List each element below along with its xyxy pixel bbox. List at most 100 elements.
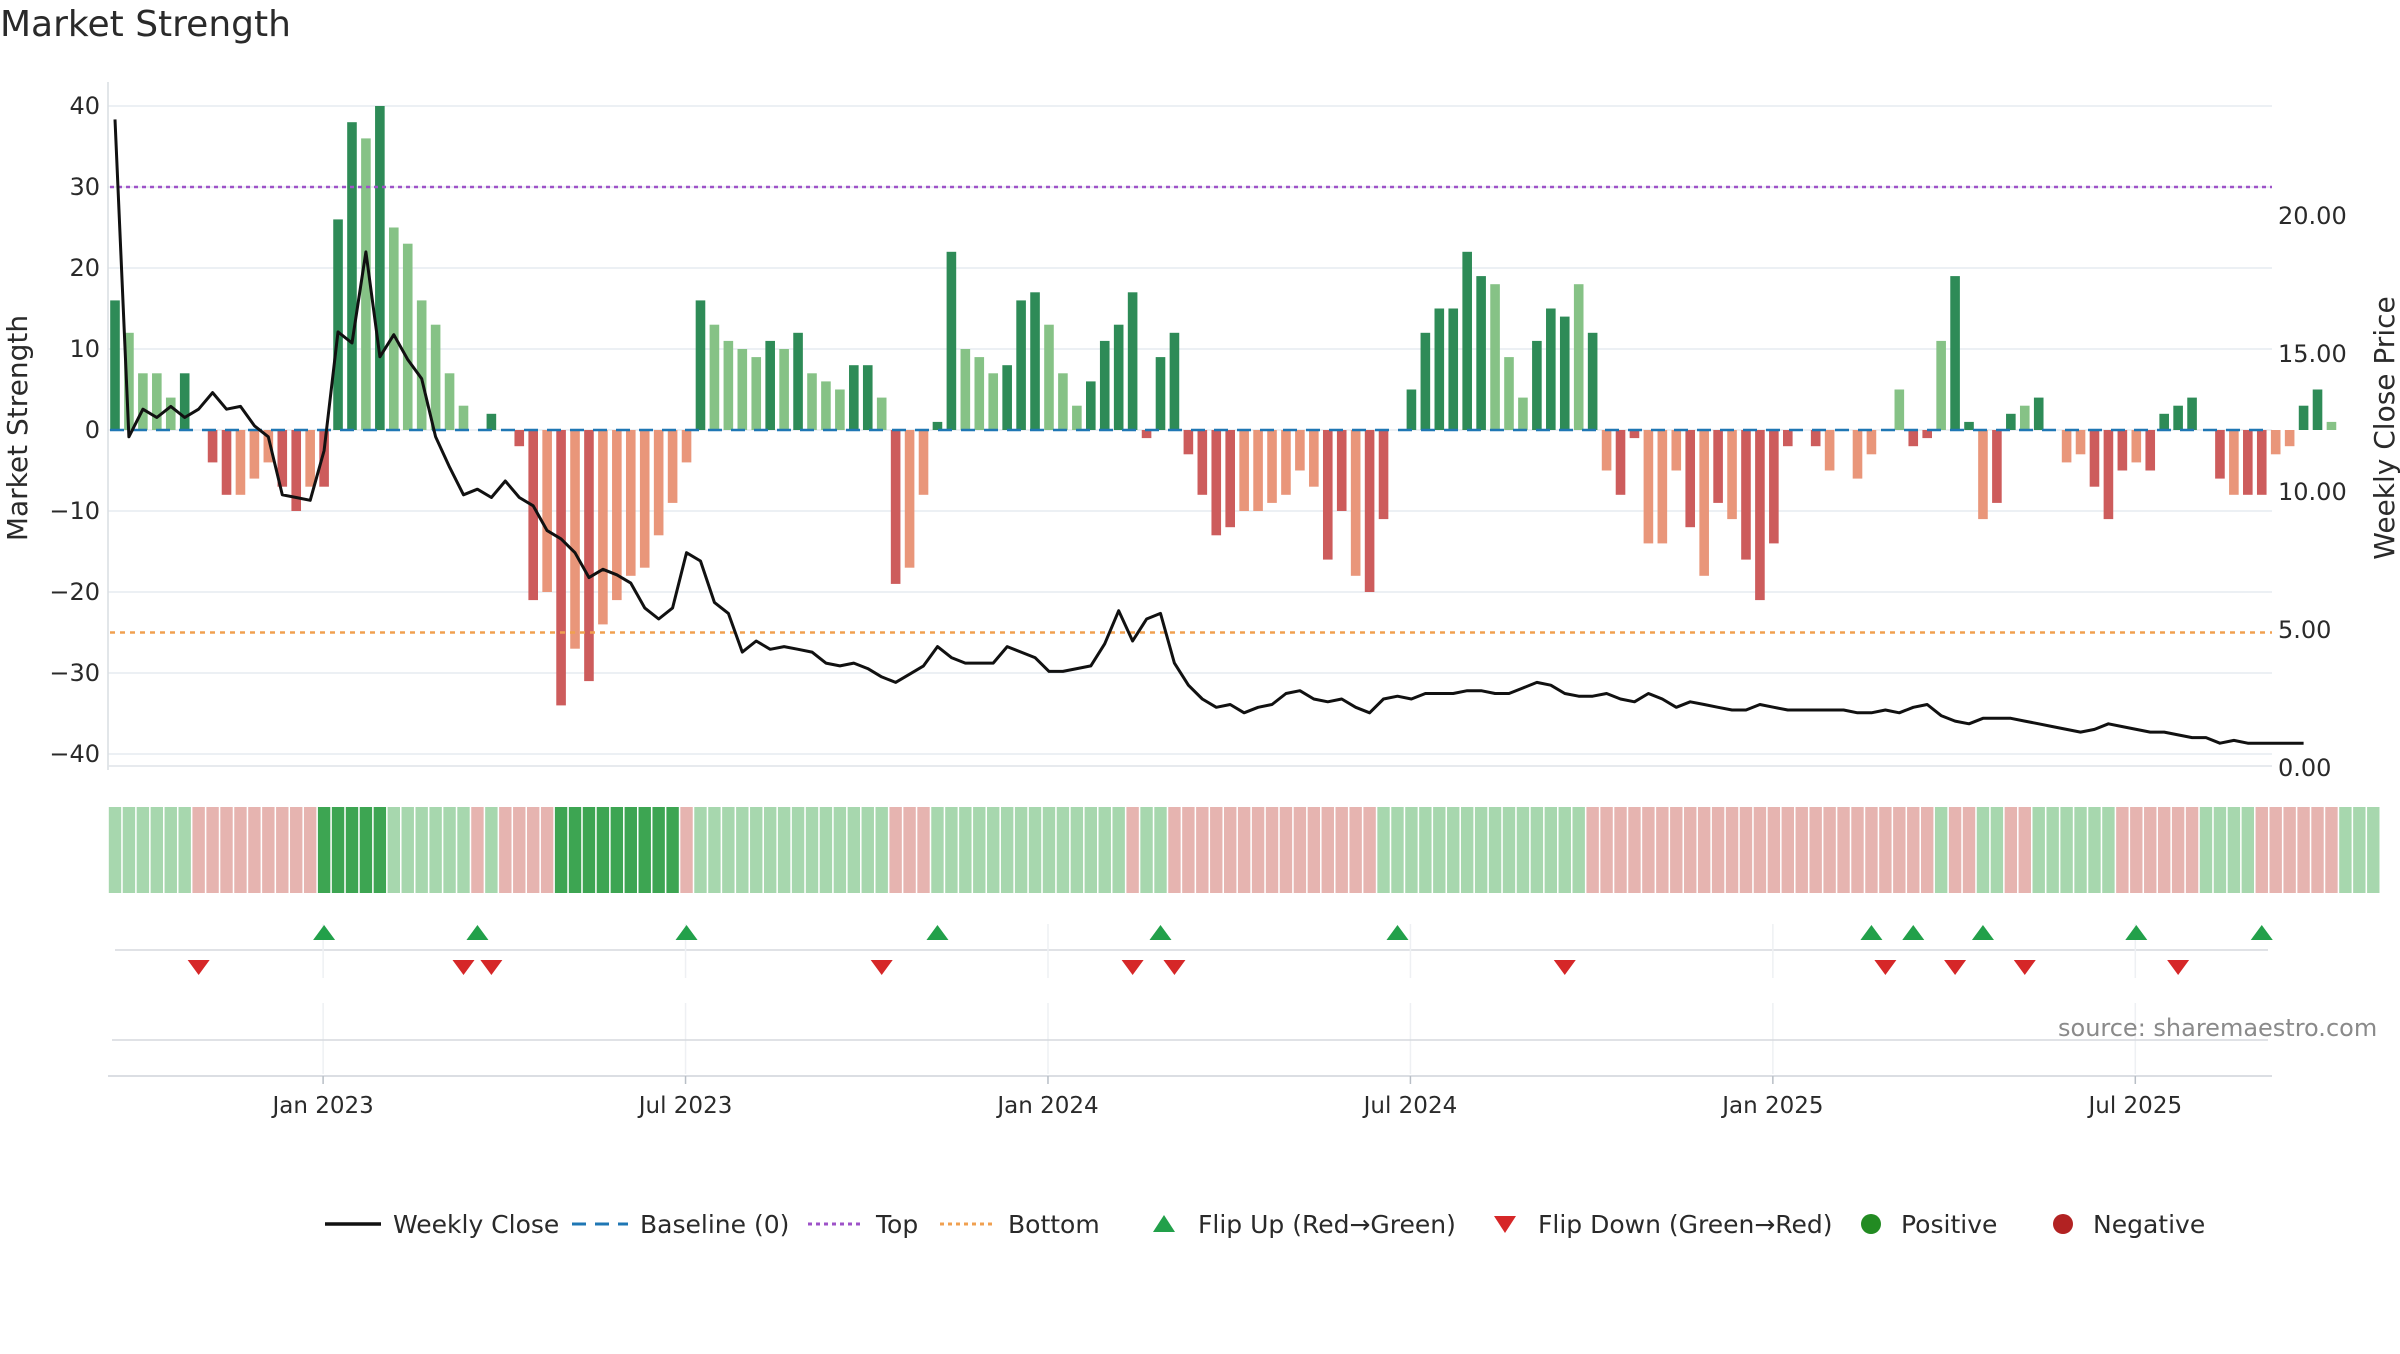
strength-bar <box>1197 430 1208 495</box>
regime-strip-cell <box>2157 807 2171 893</box>
y-tick-label-right: 5.00 <box>2278 616 2331 644</box>
regime-strip-cell <box>2060 807 2073 893</box>
y-tick-label-left: −20 <box>49 578 100 606</box>
strength-bar <box>1559 316 1570 430</box>
flip-down-marker <box>187 960 210 975</box>
strength-bar <box>430 324 441 430</box>
strength-bar <box>932 421 943 430</box>
flip-down-marker <box>2167 960 2190 975</box>
regime-strip-cell <box>1572 807 1585 893</box>
regime-strip-cell <box>457 807 470 893</box>
strength-bar <box>2173 405 2183 430</box>
regime-strip-cell <box>471 807 484 893</box>
legend-item: Top <box>808 1210 918 1239</box>
strength-bar <box>612 430 622 601</box>
legend-label: Negative <box>2093 1210 2205 1239</box>
strength-bar <box>1964 421 1974 430</box>
regime-strip-cell <box>1921 807 1934 893</box>
strength-bar <box>249 430 260 479</box>
regime-strip-cell <box>931 807 944 893</box>
legend-item: Weekly Close <box>325 1210 559 1239</box>
strength-bar <box>2229 430 2239 495</box>
flip-up-marker <box>313 925 336 940</box>
flip-up-marker <box>1149 925 1172 940</box>
regime-strip-cell <box>1056 807 1070 893</box>
regime-strip-cell <box>722 807 735 893</box>
strength-bar <box>1336 430 1347 511</box>
strength-bar <box>291 430 302 511</box>
y-tick-label-left: 0 <box>85 416 100 444</box>
regime-strip-cell <box>1600 807 1613 893</box>
strength-bar <box>2006 413 2016 430</box>
regime-strip-cell <box>1851 807 1864 893</box>
flip-up-marker <box>1386 925 1409 940</box>
strength-bar <box>1309 430 1319 487</box>
regime-strip-cell <box>192 807 205 893</box>
strength-bar <box>653 430 664 536</box>
strength-bar <box>221 430 232 495</box>
regime-strip-cell <box>763 807 777 893</box>
strength-bar <box>528 430 538 601</box>
chart-title: Market Strength <box>0 4 291 45</box>
x-tick-label: Jan 2023 <box>270 1093 373 1119</box>
regime-strip-cell <box>805 807 819 893</box>
x-tick-label: Jul 2024 <box>1362 1093 1458 1119</box>
regime-strip-cell <box>959 807 972 893</box>
regime-strip-cell <box>443 807 456 893</box>
strength-bar <box>1072 405 1082 430</box>
strength-bar <box>598 430 608 625</box>
y-tick-label-left: −40 <box>49 740 100 768</box>
y-tick-label-left: −30 <box>49 659 100 687</box>
strength-bar <box>1518 397 1528 430</box>
regime-strip-cell <box>2144 807 2157 893</box>
strength-bar <box>1783 430 1793 447</box>
strength-bar <box>1615 430 1626 495</box>
y-tick-label-right: 15.00 <box>2278 340 2347 368</box>
strength-bar <box>918 430 929 495</box>
regime-strip-cell <box>303 807 317 893</box>
regime-strip-cell <box>1795 807 1808 893</box>
strength-bar <box>1504 357 1514 430</box>
strength-bar <box>2256 430 2267 495</box>
regime-strip-cell <box>1697 807 1711 893</box>
regime-strip-cell <box>652 807 665 893</box>
strength-bar <box>1685 430 1696 528</box>
strength-bar <box>1267 430 1277 503</box>
flip-up-marker <box>1902 925 1925 940</box>
regime-strip-cell <box>1879 807 1892 893</box>
strength-bar <box>333 219 343 430</box>
regime-strip-cell <box>1558 807 1571 893</box>
regime-strip-cell <box>1251 807 1265 893</box>
regime-strip-cell <box>359 807 373 893</box>
y-axis-title-left: Market Strength <box>1 315 34 541</box>
regime-strip-cell <box>610 807 624 893</box>
flip-down-marker <box>1874 960 1897 975</box>
strength-bar <box>2187 397 2197 430</box>
strength-bar <box>1295 430 1305 471</box>
strength-bar <box>2159 413 2169 430</box>
legend-item: Flip Up (Red→Green) <box>1153 1210 1456 1239</box>
strength-bar <box>1755 430 1765 601</box>
regime-strip-cell <box>1335 807 1348 893</box>
strength-bar <box>375 106 385 430</box>
strength-bar <box>2145 430 2156 471</box>
regime-strip-cell <box>1391 807 1404 893</box>
regime-strip-cell <box>638 807 651 893</box>
strength-bar <box>862 365 873 430</box>
strength-bar <box>1127 292 1138 430</box>
flip-down-marker <box>870 960 893 975</box>
regime-strip-cell <box>1028 807 1042 893</box>
regime-strip-cell <box>1070 807 1084 893</box>
strength-bar <box>723 340 734 430</box>
source-note: source: sharemaestro.com <box>2058 1014 2378 1042</box>
regime-strip-cell <box>833 807 847 893</box>
regime-strip-cell <box>2227 807 2241 893</box>
flip-down-marker <box>2013 960 2036 975</box>
regime-strip-cell <box>791 807 805 893</box>
strength-bar <box>458 405 469 430</box>
regime-strip-cell <box>861 807 874 893</box>
regime-strip-cell <box>499 807 512 893</box>
flip-up-marker <box>675 925 698 940</box>
flip-up-marker <box>1971 925 1994 940</box>
regime-strip-cell <box>317 807 331 893</box>
